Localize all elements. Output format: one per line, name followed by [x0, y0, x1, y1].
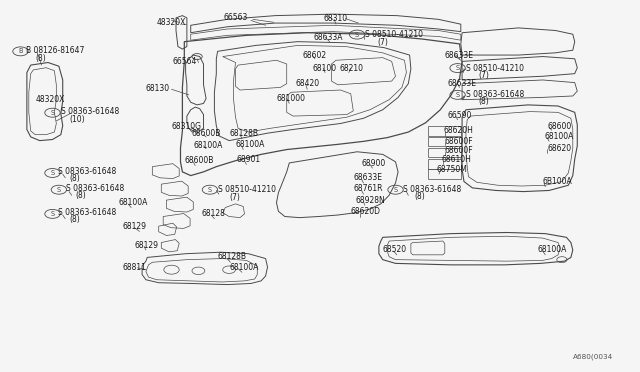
Text: 48320X: 48320X: [157, 18, 186, 27]
Text: S 08363-61648: S 08363-61648: [403, 185, 461, 194]
Text: 68129: 68129: [134, 241, 159, 250]
Text: 68600B: 68600B: [192, 129, 221, 138]
Text: 68928N: 68928N: [355, 196, 385, 205]
Text: 68100A: 68100A: [236, 140, 265, 149]
Text: S: S: [51, 110, 54, 116]
Text: 68761R: 68761R: [353, 185, 383, 193]
Text: S 08363-61648: S 08363-61648: [58, 167, 116, 176]
Text: S 08363-61648: S 08363-61648: [66, 185, 124, 193]
Text: (8): (8): [69, 174, 80, 183]
Text: 68100A: 68100A: [193, 141, 223, 150]
Text: (8): (8): [415, 192, 426, 201]
Text: S: S: [456, 92, 460, 98]
Text: 68128: 68128: [202, 209, 225, 218]
Text: S 08363-61648: S 08363-61648: [466, 90, 524, 99]
Text: 68100: 68100: [312, 64, 337, 73]
Text: 68620H: 68620H: [444, 126, 474, 135]
Text: A680(0034: A680(0034: [573, 354, 613, 360]
Text: 68600F: 68600F: [445, 137, 474, 146]
Text: S: S: [456, 65, 460, 71]
Text: S: S: [51, 211, 54, 217]
Text: 68100A: 68100A: [229, 263, 259, 272]
Text: S 08510-41210: S 08510-41210: [466, 64, 524, 73]
Text: 68520: 68520: [383, 246, 407, 254]
Text: S: S: [355, 32, 359, 38]
Text: S 08510-41210: S 08510-41210: [365, 30, 423, 39]
Text: S 08510-41210: S 08510-41210: [218, 185, 276, 194]
Text: 68633E: 68633E: [353, 173, 382, 182]
Text: 68900: 68900: [362, 159, 386, 168]
Text: 68633A: 68633A: [314, 33, 343, 42]
Text: S 08363-61648: S 08363-61648: [61, 107, 119, 116]
Text: 68600B: 68600B: [184, 156, 214, 165]
Text: 66590: 66590: [448, 111, 472, 120]
Text: 48320X: 48320X: [35, 95, 65, 104]
Text: 68128B: 68128B: [218, 252, 246, 261]
Text: (10): (10): [69, 115, 84, 124]
Text: 68130: 68130: [146, 84, 170, 93]
Text: 68310G: 68310G: [172, 122, 202, 131]
Text: 66563: 66563: [224, 13, 248, 22]
Text: (8): (8): [479, 97, 490, 106]
Text: 68600: 68600: [547, 122, 572, 131]
Text: 68310: 68310: [323, 14, 348, 23]
Text: 68128B: 68128B: [229, 129, 258, 138]
Text: 68420: 68420: [296, 79, 320, 88]
Text: (8): (8): [76, 191, 86, 200]
Text: S: S: [57, 187, 61, 193]
Text: 66564: 66564: [173, 57, 197, 66]
Text: 68610H: 68610H: [442, 155, 472, 164]
Text: S: S: [208, 187, 212, 193]
Text: B 08126-81647: B 08126-81647: [26, 46, 84, 55]
Text: 68633E: 68633E: [448, 79, 477, 88]
Text: 68600F: 68600F: [445, 146, 474, 155]
Text: 68129: 68129: [123, 222, 147, 231]
Text: (7): (7): [229, 193, 240, 202]
Text: 68602: 68602: [302, 51, 326, 60]
Text: S: S: [51, 170, 54, 176]
Text: 6B100A: 6B100A: [543, 177, 572, 186]
Text: 68633E: 68633E: [445, 51, 474, 60]
Text: 68750M: 68750M: [436, 165, 467, 174]
Text: 681000: 681000: [276, 94, 305, 103]
Text: B: B: [18, 48, 23, 54]
Text: 68100A: 68100A: [538, 246, 567, 254]
Text: (7): (7): [479, 71, 490, 80]
Text: 68811: 68811: [123, 263, 147, 272]
Text: S 08363-61648: S 08363-61648: [58, 208, 116, 217]
Text: 68620: 68620: [547, 144, 572, 153]
Text: 68100A: 68100A: [118, 198, 148, 207]
Text: (8): (8): [35, 54, 46, 63]
Text: S: S: [394, 187, 397, 193]
Text: 68210: 68210: [339, 64, 364, 73]
Text: 68901: 68901: [237, 155, 261, 164]
Text: (7): (7): [378, 38, 388, 46]
Text: 68620D: 68620D: [351, 207, 381, 216]
Text: (8): (8): [69, 215, 80, 224]
Text: 68100A: 68100A: [545, 132, 574, 141]
